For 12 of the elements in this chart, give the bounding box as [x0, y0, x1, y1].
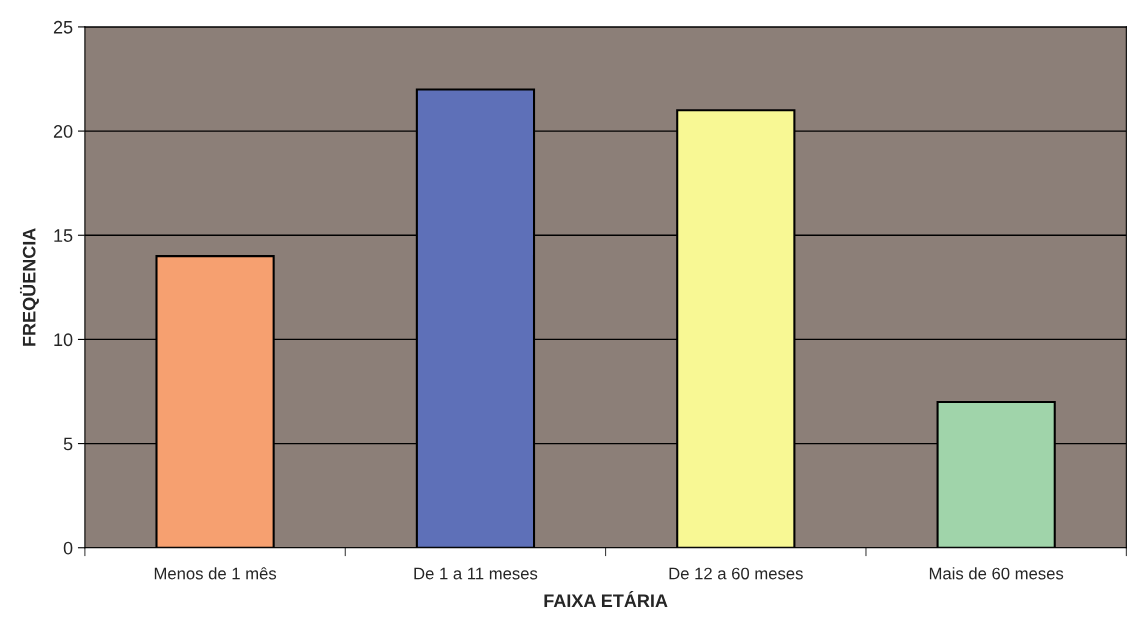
y-tick-label: 15 — [54, 229, 73, 242]
y-axis-title: FREQÜENCIA — [19, 228, 39, 346]
x-tick-label: De 1 a 11 meses — [414, 567, 538, 580]
y-tick-label: 20 — [53, 125, 73, 138]
y-tick-label: 10 — [54, 333, 73, 347]
y-tick-label: 0 — [63, 541, 73, 555]
y-tick-label: 25 — [53, 20, 73, 34]
x-axis-title: FAIXA ETÁRIA — [544, 590, 668, 607]
x-tick-label: Mais de 60 meses — [929, 567, 1064, 580]
x-tick-label: De 12 a 60 meses — [669, 567, 803, 580]
x-tick-label: Menos de 1 mês — [154, 567, 277, 580]
y-tick-label: 5 — [63, 437, 73, 451]
